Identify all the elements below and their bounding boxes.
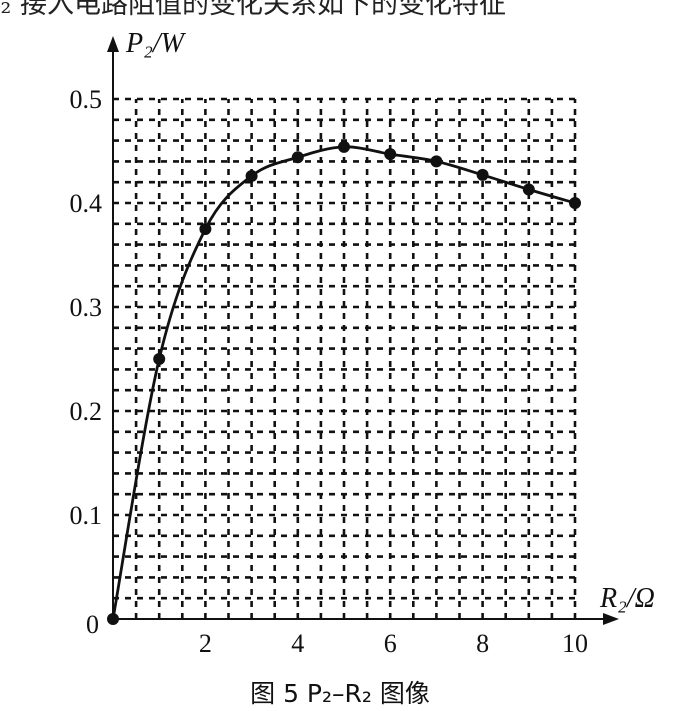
x-tick-label: 6 <box>384 629 397 658</box>
data-point <box>107 613 119 625</box>
y-axis-arrow <box>107 36 119 52</box>
y-tick-label: 0.1 <box>70 501 103 530</box>
tick-labels: 2 4 6 8 10 0.1 0.2 0.3 0.4 0.5 <box>70 85 589 658</box>
data-point <box>338 140 350 153</box>
figure-caption: 图 5 P₂–R₂ 图像 <box>250 679 430 708</box>
data-point <box>569 197 581 209</box>
y-tick-label: 0.2 <box>70 397 103 426</box>
x-tick-label: 10 <box>562 629 588 658</box>
x-axis-title: R₂/Ω <box>599 583 655 614</box>
data-point <box>430 155 443 168</box>
y-tick-label: 0.3 <box>70 293 103 322</box>
x-axis-arrow <box>603 613 619 625</box>
dashed-grid <box>113 97 577 619</box>
data-point <box>153 353 166 365</box>
data-point <box>476 168 489 181</box>
data-series <box>107 140 581 625</box>
y-tick-label: 0.5 <box>70 85 103 114</box>
axes <box>107 36 619 625</box>
x-tick-label: 8 <box>476 629 489 658</box>
data-point <box>522 183 535 196</box>
y-axis-title: P₂/W <box>125 28 187 59</box>
x-tick-label: 4 <box>291 629 304 658</box>
data-point <box>291 151 304 164</box>
data-point <box>199 223 212 235</box>
data-point <box>245 169 258 182</box>
origin-label: 0 <box>86 610 99 639</box>
data-point <box>384 148 397 161</box>
x-tick-label: 2 <box>199 629 212 658</box>
top-cut-text: ₗ₂ 接入电路阻值的变化关系如下的变化特征 <box>0 0 506 20</box>
y-tick-label: 0.4 <box>70 189 103 218</box>
